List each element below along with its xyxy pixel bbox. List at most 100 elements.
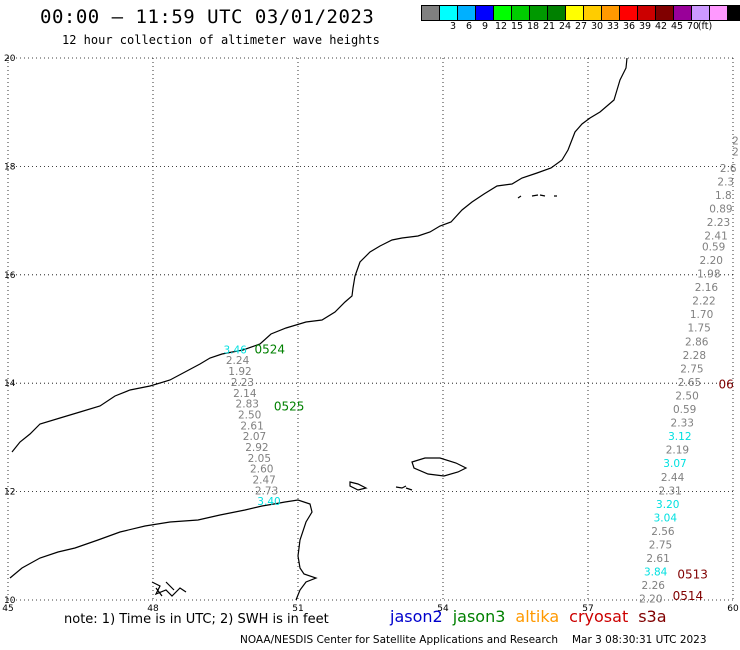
wave-height-value: 1.70 <box>690 309 713 321</box>
legend-label: 39 <box>638 21 652 32</box>
satellite-legend: jason2 jason3 altika cryosat s3a <box>390 607 677 626</box>
generated-timestamp: Mar 3 08:30:31 UTC 2023 <box>572 634 707 646</box>
wave-height-value: 1.8 <box>715 190 732 202</box>
wave-height-value: 3.12 <box>668 431 691 443</box>
wave-height-value: 3.20 <box>656 499 679 511</box>
satellite-name: s3a <box>638 607 667 626</box>
wave-height-value: 2.92 <box>245 442 268 454</box>
wave-height-value: 2.56 <box>651 526 675 538</box>
credit-text: NOAA/NESDIS Center for Satellite Applica… <box>240 634 558 646</box>
wave-height-value: 2.3 <box>717 176 734 188</box>
wave-height-value: 3.07 <box>663 458 686 470</box>
wave-height-value: 2.31 <box>658 485 681 497</box>
wave-height-value: 1.98 <box>697 269 720 281</box>
note-text: note: 1) Time is in UTC; 2) SWH is in fe… <box>64 612 329 627</box>
wave-height-value: 2.16 <box>695 282 719 294</box>
lon-tick-label: 45 <box>2 604 13 614</box>
legend-label: 15 <box>510 21 524 32</box>
lon-tick-label: 51 <box>292 604 303 614</box>
wave-height-value: 2.6 <box>720 163 737 175</box>
lat-tick-label: 18 <box>4 162 16 172</box>
wave-height-value: 2.65 <box>678 377 701 389</box>
socotra-island <box>411 457 468 477</box>
axis-tick-labels: 45 48 51 54 57 60 10 12 14 16 18 20 <box>2 54 739 614</box>
satellite-name: jason3 <box>452 607 506 626</box>
wave-height-value: 2.23 <box>707 217 730 229</box>
wave-height-value: 2.33 <box>671 418 694 430</box>
wave-height-value: 2 <box>732 136 739 148</box>
wave-height-value: 2.61 <box>646 553 669 565</box>
wave-height-value: 2.61 <box>240 420 263 432</box>
legend-label: 36 <box>622 21 636 32</box>
wave-height-value: 1.92 <box>228 366 251 378</box>
altimeter-track: 222.62.31.80.892.232.410.592.201.982.162… <box>639 136 739 606</box>
legend-label: 42 <box>654 21 668 32</box>
coastline <box>9 57 628 601</box>
legend-label: 45 <box>670 21 684 32</box>
wave-height-value: 2.86 <box>685 336 709 348</box>
pass-time-label: 0524 <box>255 342 286 356</box>
legend-label: 27 <box>574 21 588 32</box>
legend-label: 21 <box>542 21 556 32</box>
darsa-island <box>405 487 413 491</box>
wave-height-value: 2.23 <box>231 377 254 389</box>
wave-height-value: 2.60 <box>250 464 273 476</box>
satellite-name: altika <box>515 607 560 626</box>
lon-tick-label: 48 <box>147 604 159 614</box>
color-legend <box>421 5 740 21</box>
wave-height-value: 3.84 <box>644 567 668 579</box>
wave-height-value: 0.89 <box>709 203 732 215</box>
wave-height-value: 2.24 <box>226 355 250 367</box>
map-grid <box>7 57 734 601</box>
lon-tick-label: 54 <box>437 604 449 614</box>
wave-height-value: 2.19 <box>666 445 689 457</box>
samhah-island <box>395 485 407 489</box>
wave-height-value: 3.40 <box>257 496 280 508</box>
arabian-coastline <box>11 57 628 453</box>
pass-time-label: 0525 <box>274 399 305 413</box>
wave-height-value: 2.75 <box>649 540 672 552</box>
wave-height-value: 3.04 <box>654 512 678 524</box>
legend-label: 33 <box>606 21 620 32</box>
legend-label: 9 <box>481 21 489 32</box>
legend-unit: (ft) <box>697 21 713 32</box>
legend-label: 30 <box>590 21 604 32</box>
lat-tick-label: 16 <box>4 271 16 281</box>
satellite-name: cryosat <box>569 607 629 626</box>
wave-height-value: 2.44 <box>661 472 685 484</box>
wave-height-value: 2.73 <box>255 485 278 497</box>
wave-height-value: 2 <box>732 147 739 159</box>
wave-height-value: 2.41 <box>704 231 727 243</box>
wave-height-value: 2.26 <box>642 580 666 592</box>
lon-tick-label: 60 <box>727 604 739 614</box>
legend-label: 70 <box>686 21 700 32</box>
wave-height-value: 2.20 <box>700 255 723 267</box>
legend-label: 6 <box>465 21 473 32</box>
wave-height-value: 2.20 <box>639 594 662 606</box>
wave-height-value: 2.83 <box>236 399 259 411</box>
wave-height-value: 1.75 <box>687 323 710 335</box>
coastal-marsh <box>151 581 187 597</box>
wave-height-value: 2.05 <box>248 453 271 465</box>
satellite-name: jason2 <box>390 607 443 626</box>
lat-tick-label: 12 <box>4 488 15 498</box>
abd-al-kuri-island <box>349 481 368 491</box>
map-subtitle: 12 hour collection of altimeter wave hei… <box>62 33 380 47</box>
wave-height-value: 2.14 <box>233 388 257 400</box>
lat-tick-label: 10 <box>4 596 16 606</box>
legend-swatch <box>727 5 740 21</box>
pass-time-label: 0514 <box>673 589 704 603</box>
pass-time-label: 0513 <box>677 567 708 581</box>
wave-height-value: 0.59 <box>702 241 725 253</box>
legend-label: 24 <box>558 21 572 32</box>
wave-height-value: 2.22 <box>692 296 715 308</box>
wave-height-value: 0.59 <box>673 404 696 416</box>
legend-label: 3 <box>449 21 457 32</box>
pass-time-label: 06 <box>719 378 734 392</box>
lat-tick-label: 20 <box>4 54 16 64</box>
altimeter-tracks: 3.462.241.922.232.142.832.502.612.072.92… <box>223 136 738 606</box>
legend-label: 18 <box>526 21 540 32</box>
somali-coastline <box>9 499 318 601</box>
wave-height-value: 2.28 <box>683 350 706 362</box>
